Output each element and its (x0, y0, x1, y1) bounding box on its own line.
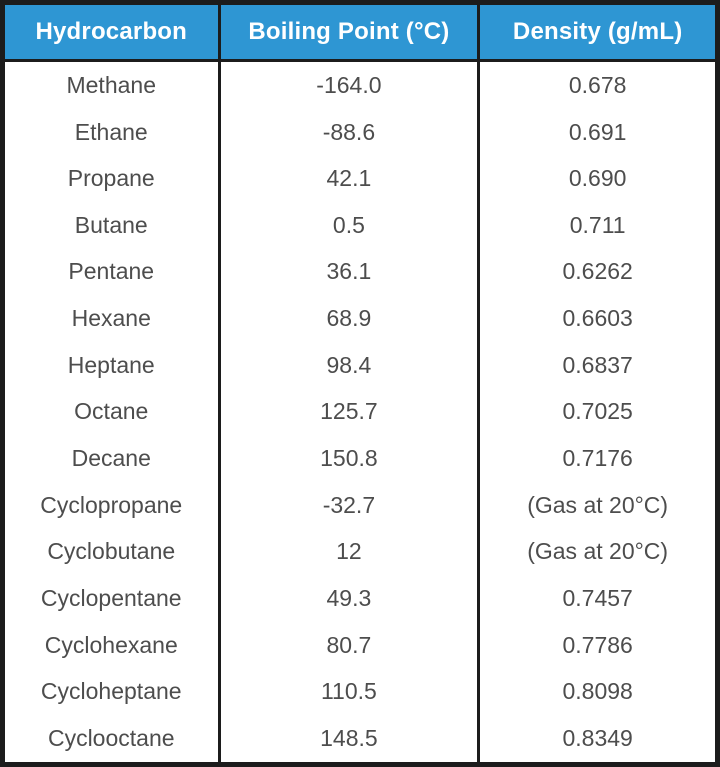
table-row: Butane 0.5 0.711 (1, 201, 719, 249)
hydrocarbon-cell: Octane (1, 388, 221, 436)
table-body: Methane -164.0 0.678 Ethane -88.6 0.691 Propan… (1, 60, 719, 765)
boiling-point-cell: 49.3 (217, 575, 481, 622)
boiling-point-cell: -164.0 (217, 60, 481, 109)
header-row: Hydrocarbon Boiling Point (°C) Density (… (1, 1, 719, 62)
table-row: Propane 42.1 0.690 (1, 155, 719, 202)
hydrocarbon-cell: Cyclopentane (1, 575, 221, 622)
density-cell: 0.7786 (477, 621, 719, 669)
table-row: Cyclobutane 12 (Gas at 20°C) (1, 528, 719, 576)
boiling-point-cell: 125.7 (217, 388, 481, 436)
hydrocarbon-cell: Cycloheptane (1, 668, 221, 716)
hydrocarbon-cell: Butane (1, 201, 221, 249)
hydrocarbon-cell: Hexane (1, 295, 221, 342)
hydrocarbon-cell: Cyclohexane (1, 621, 221, 669)
table-row: Hexane 68.9 0.6603 (1, 295, 719, 342)
boiling-point-cell: 0.5 (217, 201, 481, 249)
hydrocarbon-cell: Cyclooctane (1, 715, 221, 765)
density-cell: (Gas at 20°C) (477, 481, 719, 529)
density-cell: 0.6837 (477, 341, 719, 389)
table-row: Decane 150.8 0.7176 (1, 435, 719, 482)
boiling-point-cell: 12 (217, 528, 481, 576)
boiling-point-cell: 98.4 (217, 341, 481, 389)
hydrocarbon-cell: Cyclopropane (1, 481, 221, 529)
density-cell: 0.7176 (477, 435, 719, 482)
boiling-point-cell: -32.7 (217, 481, 481, 529)
boiling-point-cell: 150.8 (217, 435, 481, 482)
hydrocarbon-cell: Ethane (1, 108, 221, 156)
table-row: Heptane 98.4 0.6837 (1, 341, 719, 389)
density-cell: 0.6603 (477, 295, 719, 342)
table-row: Cycloheptane 110.5 0.8098 (1, 668, 719, 716)
density-cell: 0.690 (477, 155, 719, 202)
column-header-density: Density (g/mL) (477, 1, 719, 62)
boiling-point-cell: 68.9 (217, 295, 481, 342)
hydrocarbon-cell: Heptane (1, 341, 221, 389)
table-row: Octane 125.7 0.7025 (1, 388, 719, 436)
hydrocarbon-cell: Pentane (1, 248, 221, 296)
table-row: Cyclooctane 148.5 0.8349 (1, 715, 719, 765)
boiling-point-cell: -88.6 (217, 108, 481, 156)
table-row: Cyclohexane 80.7 0.7786 (1, 621, 719, 669)
density-cell: 0.6262 (477, 248, 719, 296)
density-cell: (Gas at 20°C) (477, 528, 719, 576)
density-cell: 0.8349 (477, 715, 719, 765)
density-cell: 0.7457 (477, 575, 719, 622)
density-cell: 0.7025 (477, 388, 719, 436)
density-cell: 0.691 (477, 108, 719, 156)
boiling-point-cell: 80.7 (217, 621, 481, 669)
boiling-point-cell: 42.1 (217, 155, 481, 202)
boiling-point-cell: 36.1 (217, 248, 481, 296)
hydrocarbon-cell: Propane (1, 155, 221, 202)
density-cell: 0.8098 (477, 668, 719, 716)
table-row: Methane -164.0 0.678 (1, 60, 719, 109)
column-header-hydrocarbon: Hydrocarbon (1, 1, 221, 62)
density-cell: 0.711 (477, 201, 719, 249)
table-row: Cyclopropane -32.7 (Gas at 20°C) (1, 481, 719, 529)
table-row: Cyclopentane 49.3 0.7457 (1, 575, 719, 622)
hydrocarbon-cell: Methane (1, 60, 221, 109)
boiling-point-cell: 110.5 (217, 668, 481, 716)
hydrocarbon-cell: Cyclobutane (1, 528, 221, 576)
density-cell: 0.678 (477, 60, 719, 109)
column-header-boiling-point: Boiling Point (°C) (217, 1, 481, 62)
table-row: Ethane -88.6 0.691 (1, 108, 719, 156)
table-row: Pentane 36.1 0.6262 (1, 248, 719, 296)
boiling-point-cell: 148.5 (217, 715, 481, 765)
hydrocarbon-cell: Decane (1, 435, 221, 482)
table-header: Hydrocarbon Boiling Point (°C) Density (… (1, 1, 719, 62)
